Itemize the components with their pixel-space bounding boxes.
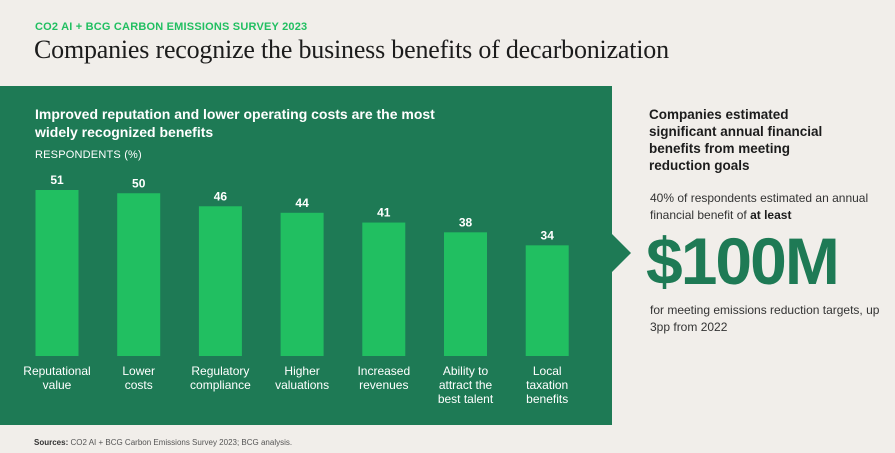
bar-value-label: 46 bbox=[214, 189, 228, 203]
bar-value-label: 51 bbox=[50, 173, 64, 187]
sources-text: CO2 AI + BCG Carbon Emissions Survey 202… bbox=[68, 438, 293, 447]
chart-title: Improved reputation and lower operating … bbox=[35, 106, 435, 140]
bar-6 bbox=[444, 232, 487, 356]
bar-value-label: 44 bbox=[295, 196, 309, 210]
category-label: Increased revenues bbox=[357, 364, 410, 392]
category-label: Lower costs bbox=[122, 364, 155, 392]
bar-5 bbox=[362, 222, 406, 356]
bar-chart: 51 Reputational value 50 Lower costs 46 Regulat… bbox=[23, 173, 569, 406]
bar-7 bbox=[525, 245, 569, 356]
category-label: Regulatory compliance bbox=[190, 364, 251, 392]
page-title: Companies recognize the business benefit… bbox=[34, 35, 669, 64]
y-axis-label: RESPONDENTS (%) bbox=[35, 149, 142, 161]
sidebar-intro-bold: at least bbox=[750, 208, 792, 222]
sidebar-intro-plain: 40% of respondents estimated an annual f… bbox=[650, 191, 869, 222]
sidebar-intro-text: 40% of respondents estimated an annual f… bbox=[650, 190, 880, 224]
big-number: $100M bbox=[646, 224, 840, 298]
category-label: Reputational value bbox=[23, 364, 90, 392]
category-label: Ability to attract the best talent bbox=[438, 364, 494, 406]
sidebar-heading: Companies estimated significant annual f… bbox=[649, 107, 823, 173]
panel-arrow bbox=[612, 234, 631, 272]
bar-value-label: 38 bbox=[459, 215, 473, 229]
sources-label: Sources: bbox=[34, 438, 69, 447]
survey-eyebrow: CO2 AI + BCG CARBON EMISSIONS SURVEY 202… bbox=[35, 21, 308, 33]
bar-value-label: 50 bbox=[132, 176, 146, 190]
category-label: Higher valuations bbox=[275, 364, 329, 392]
sources-note: Sources: CO2 AI + BCG Carbon Emissions S… bbox=[34, 438, 292, 447]
bar-3 bbox=[198, 206, 242, 356]
bar-4 bbox=[280, 212, 324, 356]
bar-value-label: 34 bbox=[541, 228, 555, 242]
sidebar-outro-text: for meeting emissions reduction targets,… bbox=[650, 303, 880, 334]
category-label: Local taxation benefits bbox=[526, 364, 568, 406]
bar-1 bbox=[35, 190, 79, 356]
chart-panel: Improved reputation and lower operating … bbox=[0, 86, 612, 425]
bar-value-label: 41 bbox=[377, 206, 391, 220]
bar-2 bbox=[117, 193, 161, 356]
